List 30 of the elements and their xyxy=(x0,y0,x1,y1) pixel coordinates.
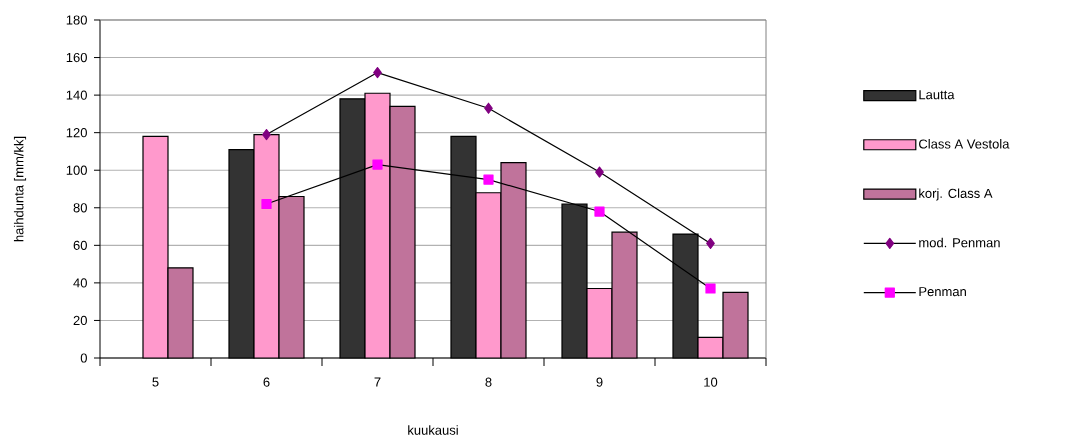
x-tick-label: 10 xyxy=(704,377,718,387)
x-tick-label: 7 xyxy=(374,377,381,387)
legend-label: mod. Penman xyxy=(919,237,1000,248)
y-tick-label: 60 xyxy=(73,240,87,250)
y-tick-label: 40 xyxy=(73,278,87,288)
point xyxy=(483,174,494,185)
y-tick-label: 140 xyxy=(66,90,87,100)
x-tick-label: 8 xyxy=(485,377,492,387)
point xyxy=(261,198,272,210)
y-tick-label: 0 xyxy=(80,353,87,363)
x-axis-title: kuukausi xyxy=(408,425,458,435)
x-tick-label: 6 xyxy=(263,377,270,387)
y-axis-title: haihdunta [mm/kk] xyxy=(13,136,27,242)
y-tick-label: 20 xyxy=(73,315,87,326)
legend-label: Penman xyxy=(919,287,966,297)
legend-label: Class A Vestola xyxy=(919,139,1010,149)
y-tick-label: 160 xyxy=(66,52,87,63)
point xyxy=(705,283,716,294)
point xyxy=(595,166,604,178)
point xyxy=(594,206,605,217)
legend-label: Lautta xyxy=(919,90,955,100)
y-tick-label: 80 xyxy=(73,203,87,213)
x-tick-label: 9 xyxy=(596,377,603,387)
point xyxy=(372,159,383,170)
point xyxy=(484,102,493,114)
y-tick-label: 180 xyxy=(66,15,87,25)
y-tick-label: 100 xyxy=(66,165,87,175)
x-tick-label: 5 xyxy=(152,377,159,387)
y-tick-label: 120 xyxy=(66,128,87,138)
legend-label: korj. Class A xyxy=(919,188,993,201)
